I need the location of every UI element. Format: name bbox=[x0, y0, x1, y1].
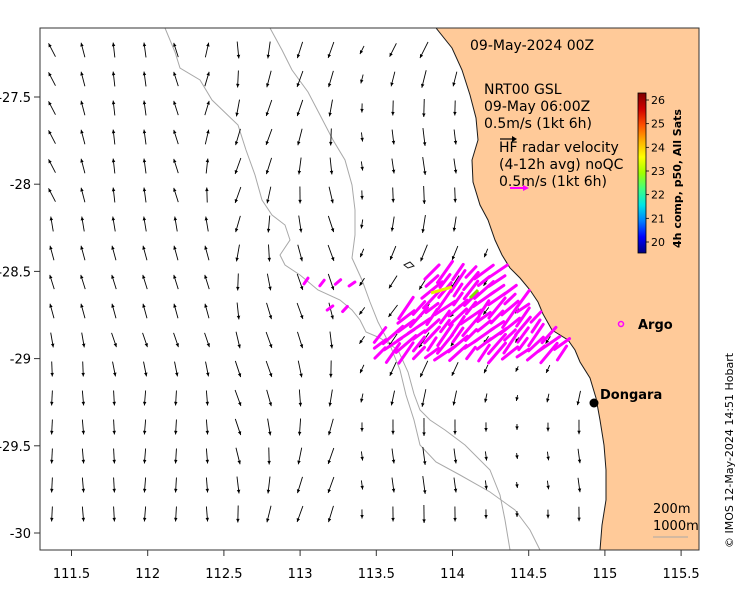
radar-subtitle: (4-12h avg) noQC bbox=[499, 157, 624, 173]
dongara-town-icon bbox=[590, 399, 599, 408]
model-scale: 0.5m/s (1kt 6h) bbox=[484, 116, 592, 132]
credit-text: © IMOS 12-May-2024 14:51 Hobart bbox=[723, 352, 736, 548]
colorbar-tick-label: 24 bbox=[651, 141, 665, 154]
x-tick-label: 112.5 bbox=[205, 567, 242, 582]
x-tick-label: 113.5 bbox=[358, 567, 395, 582]
x-tick-label: 113 bbox=[288, 567, 313, 582]
x-tick-label: 114 bbox=[440, 567, 465, 582]
y-tick-label: -27.5 bbox=[0, 91, 31, 106]
colorbar-tick-label: 20 bbox=[651, 236, 665, 249]
colorbar-tick-label: 23 bbox=[651, 165, 665, 178]
contour-legend-1000m: 1000m bbox=[653, 519, 699, 534]
x-tick-label: 115 bbox=[592, 567, 617, 582]
x-tick-label: 112 bbox=[135, 567, 160, 582]
colorbar-tick-label: 21 bbox=[651, 212, 665, 225]
colorbar-title: 4h comp, p50, All Sats bbox=[671, 109, 684, 248]
radar-title: HF radar velocity bbox=[499, 140, 619, 156]
argo-label: Argo bbox=[638, 318, 673, 333]
x-tick-label: 115.5 bbox=[662, 567, 699, 582]
dongara-label: Dongara bbox=[600, 388, 662, 403]
x-axis: 111.5 112 112.5 113 113.5 114 114.5 115 115.5 bbox=[53, 550, 700, 582]
colorbar-tick-label: 22 bbox=[651, 189, 665, 202]
model-label: NRT00 GSL bbox=[484, 82, 562, 98]
y-tick-label: -29 bbox=[10, 353, 31, 368]
y-tick-label: -30 bbox=[10, 527, 31, 542]
contour-legend-200m: 200m bbox=[653, 502, 690, 517]
y-tick-label: -29.5 bbox=[0, 440, 31, 455]
date-title: 09-May-2024 00Z bbox=[470, 38, 594, 54]
colorbar-tick-label: 26 bbox=[651, 94, 665, 107]
y-tick-label: -28.5 bbox=[0, 265, 31, 280]
y-axis: -27.5 -28 -28.5 -29 -29.5 -30 bbox=[0, 91, 40, 542]
y-tick-label: -28 bbox=[10, 178, 31, 193]
x-tick-label: 111.5 bbox=[53, 567, 90, 582]
colorbar-tick-label: 25 bbox=[651, 118, 665, 131]
model-time: 09-May 06:00Z bbox=[484, 99, 590, 115]
x-tick-label: 114.5 bbox=[510, 567, 547, 582]
